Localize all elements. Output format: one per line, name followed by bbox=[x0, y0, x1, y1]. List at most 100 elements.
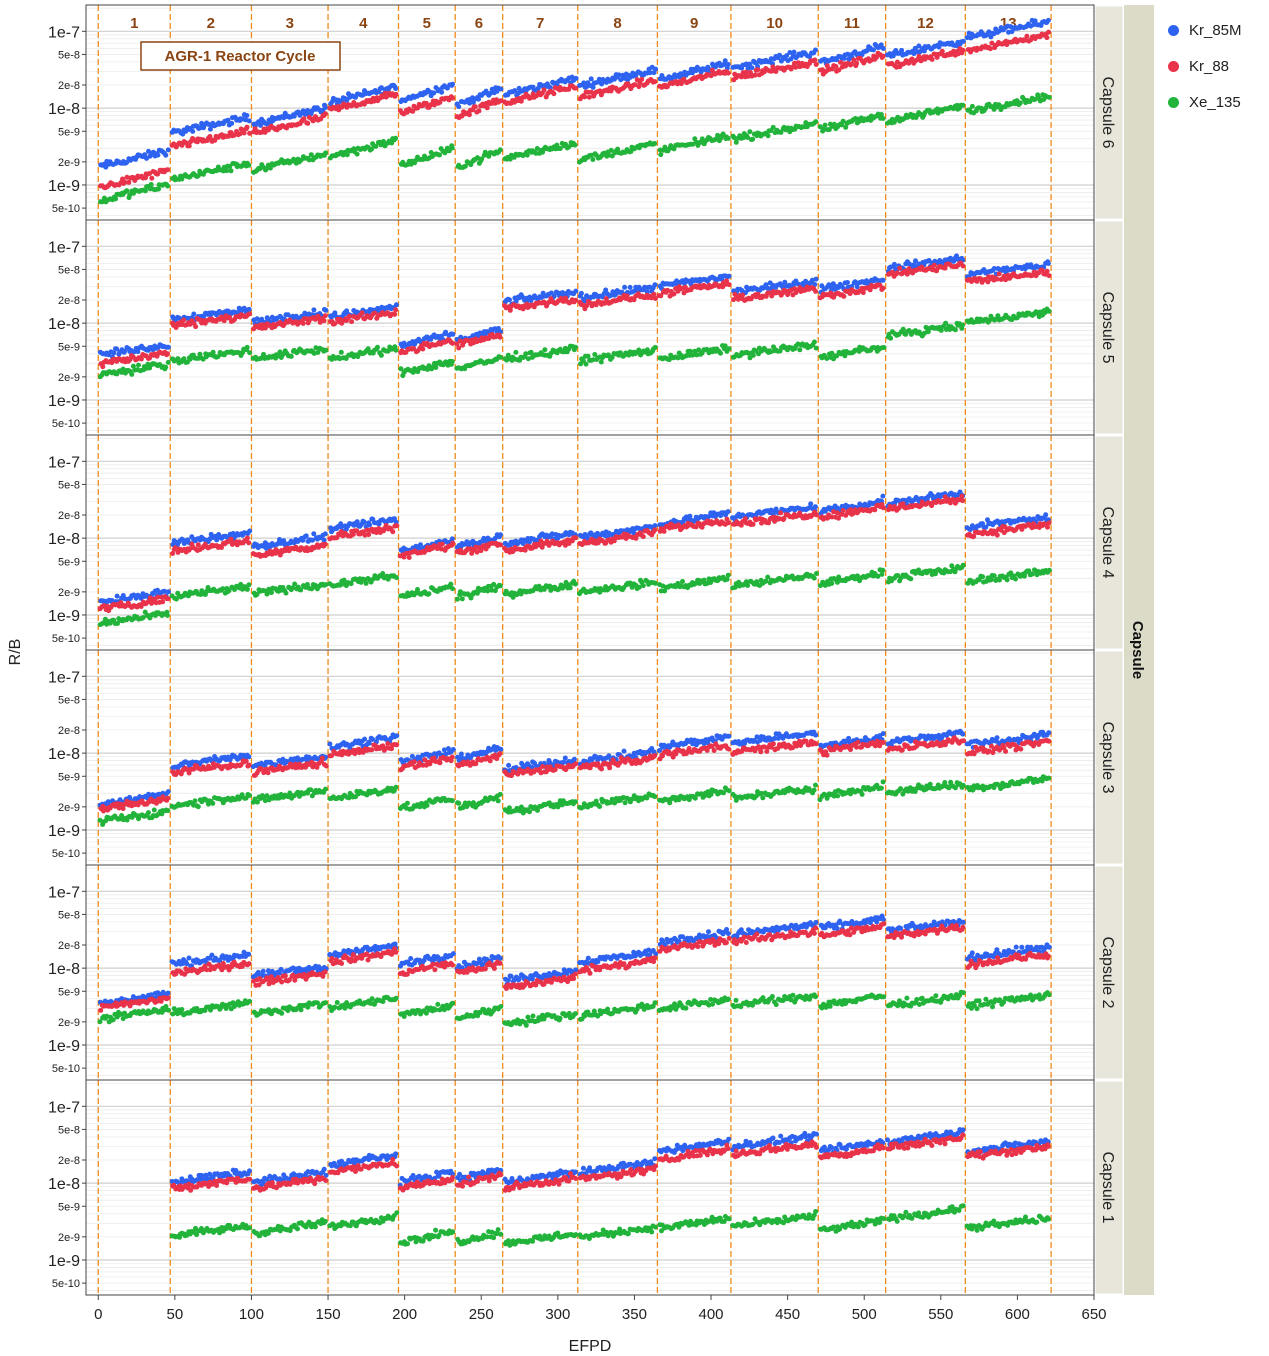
data-point bbox=[880, 46, 886, 51]
data-point bbox=[960, 102, 966, 108]
data-point bbox=[960, 47, 966, 53]
cycle-number-label: 5 bbox=[423, 15, 431, 32]
data-point bbox=[572, 535, 578, 541]
data-point bbox=[246, 118, 252, 124]
x-tick-label: 400 bbox=[699, 1306, 724, 1323]
data-point bbox=[681, 76, 687, 82]
data-point bbox=[791, 49, 797, 55]
x-tick-label: 500 bbox=[852, 1306, 877, 1323]
data-point bbox=[252, 126, 258, 132]
data-point bbox=[449, 145, 455, 151]
y-tick-label: 1e-9 bbox=[48, 823, 80, 840]
data-point bbox=[165, 344, 171, 350]
data-point bbox=[165, 359, 171, 365]
y-tick-label: 5e-10 bbox=[52, 418, 80, 430]
x-tick-label: 200 bbox=[392, 1306, 417, 1323]
cycle-number-label: 1 bbox=[130, 15, 138, 32]
cycle-number-label: 9 bbox=[690, 15, 698, 32]
data-point bbox=[155, 171, 161, 177]
data-point bbox=[269, 590, 274, 595]
data-point bbox=[808, 501, 814, 507]
data-point bbox=[814, 512, 819, 518]
data-point bbox=[190, 128, 196, 134]
data-point bbox=[725, 509, 731, 515]
data-point bbox=[303, 111, 308, 117]
data-point bbox=[322, 531, 328, 537]
data-point bbox=[960, 38, 966, 44]
data-point bbox=[640, 534, 646, 540]
data-point bbox=[410, 108, 416, 114]
cycle-number-label: 11 bbox=[844, 15, 860, 32]
data-point bbox=[860, 290, 866, 296]
data-point bbox=[124, 160, 130, 165]
data-point bbox=[523, 351, 529, 357]
data-point bbox=[393, 302, 399, 308]
data-point bbox=[195, 542, 201, 548]
y-tick-label: 1e-9 bbox=[48, 178, 80, 195]
data-point bbox=[148, 182, 154, 187]
facet-label: Capsule 6 bbox=[1099, 76, 1116, 148]
data-point bbox=[813, 345, 819, 351]
data-point bbox=[472, 104, 478, 110]
data-point bbox=[322, 313, 328, 319]
data-point bbox=[891, 261, 897, 267]
data-point bbox=[513, 349, 519, 355]
data-point bbox=[725, 62, 731, 67]
facet-strip bbox=[1094, 220, 1124, 435]
data-point bbox=[787, 50, 793, 55]
data-point bbox=[155, 152, 161, 158]
y-tick-label: 1e-7 bbox=[48, 1099, 80, 1116]
y-tick-label: 5e-10 bbox=[52, 203, 80, 215]
cycle-number-label: 10 bbox=[766, 15, 783, 32]
data-point bbox=[136, 362, 141, 368]
data-point bbox=[392, 311, 398, 317]
data-point bbox=[959, 493, 965, 499]
data-point bbox=[450, 540, 456, 546]
data-point bbox=[163, 364, 169, 370]
x-axis-title: EFPD bbox=[569, 1338, 612, 1355]
data-point bbox=[449, 536, 455, 542]
data-point bbox=[244, 124, 250, 130]
data-point bbox=[165, 167, 170, 173]
data-point bbox=[586, 94, 592, 100]
data-point bbox=[322, 105, 328, 110]
data-point bbox=[431, 90, 437, 96]
data-point bbox=[303, 533, 309, 539]
data-point bbox=[524, 152, 530, 158]
y-axis-title: R/B bbox=[7, 639, 24, 666]
data-point bbox=[871, 47, 876, 53]
data-point bbox=[165, 351, 170, 357]
data-point bbox=[393, 91, 399, 97]
data-point bbox=[439, 541, 445, 547]
data-point bbox=[394, 523, 400, 529]
data-point bbox=[247, 528, 253, 534]
x-tick-label: 450 bbox=[775, 1306, 800, 1323]
y-tick-label: 5e-10 bbox=[52, 1063, 80, 1075]
data-point bbox=[375, 344, 380, 350]
data-point bbox=[588, 76, 594, 82]
y-tick-label: 2e-9 bbox=[58, 157, 80, 169]
data-point bbox=[450, 81, 455, 87]
data-point bbox=[765, 133, 771, 139]
data-point bbox=[246, 162, 252, 168]
data-point bbox=[622, 284, 628, 290]
data-point bbox=[590, 157, 596, 162]
y-tick-label: 2e-8 bbox=[58, 940, 80, 952]
y-tick-label: 1e-9 bbox=[48, 1038, 80, 1055]
data-point bbox=[122, 179, 128, 185]
y-tick-label: 5e-9 bbox=[58, 341, 80, 353]
data-point bbox=[952, 327, 958, 333]
data-point bbox=[100, 364, 106, 370]
data-point bbox=[244, 586, 250, 592]
data-point bbox=[247, 311, 252, 317]
x-tick-label: 50 bbox=[167, 1306, 184, 1323]
data-point bbox=[742, 516, 748, 522]
data-point bbox=[244, 535, 250, 541]
x-tick-label: 100 bbox=[239, 1306, 264, 1323]
data-point bbox=[582, 94, 588, 100]
data-point bbox=[888, 335, 894, 341]
data-point bbox=[338, 349, 344, 355]
y-tick-label: 5e-9 bbox=[58, 771, 80, 783]
data-point bbox=[321, 318, 327, 324]
y-tick-label: 1e-7 bbox=[48, 454, 80, 471]
